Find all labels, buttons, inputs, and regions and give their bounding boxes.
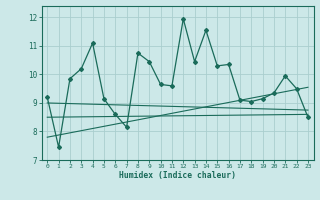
X-axis label: Humidex (Indice chaleur): Humidex (Indice chaleur)	[119, 171, 236, 180]
